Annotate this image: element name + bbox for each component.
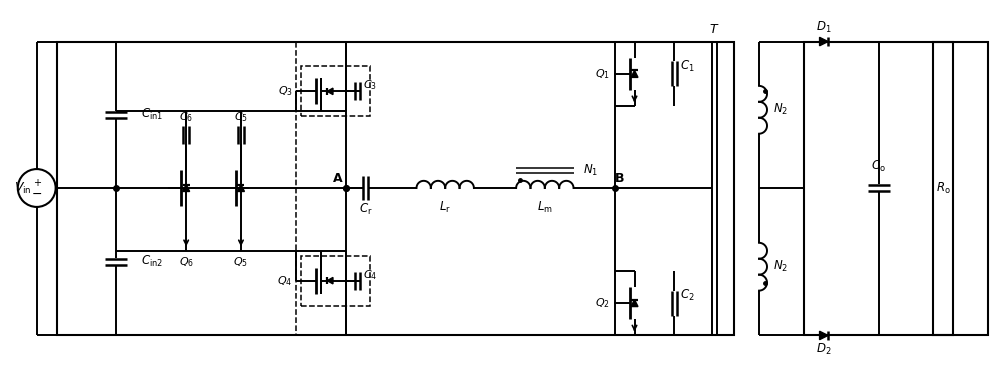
Text: $C_5$: $C_5$ — [234, 110, 248, 124]
Text: $C_{\rm r}$: $C_{\rm r}$ — [359, 202, 372, 217]
Text: $Q_1$: $Q_1$ — [595, 67, 610, 81]
Bar — [301, 67, 370, 116]
Bar — [804, 41, 988, 335]
Text: −: − — [31, 188, 42, 201]
Polygon shape — [327, 277, 333, 284]
Text: $N_2$: $N_2$ — [773, 102, 789, 117]
Text: $R_{\rm o}$: $R_{\rm o}$ — [936, 180, 951, 196]
Text: +: + — [33, 177, 41, 188]
Text: $C_3$: $C_3$ — [363, 79, 377, 92]
Text: $C_{\rm in1}$: $C_{\rm in1}$ — [141, 107, 164, 122]
Text: $T$: $T$ — [709, 23, 719, 36]
Text: $Q_2$: $Q_2$ — [595, 296, 610, 310]
Text: $Q_5$: $Q_5$ — [233, 255, 248, 268]
Text: $C_{\rm in2}$: $C_{\rm in2}$ — [141, 254, 163, 269]
Bar — [57, 41, 734, 335]
Text: $Q_4$: $Q_4$ — [277, 274, 293, 288]
Text: $C_6$: $C_6$ — [179, 110, 193, 124]
Text: $N_1$: $N_1$ — [583, 163, 599, 178]
Polygon shape — [820, 331, 828, 340]
Text: $Q_3$: $Q_3$ — [278, 85, 293, 98]
Polygon shape — [327, 88, 333, 95]
Text: $L_{\rm m}$: $L_{\rm m}$ — [537, 200, 553, 215]
Text: $V_{\rm in}$: $V_{\rm in}$ — [14, 180, 32, 196]
Text: $C_4$: $C_4$ — [363, 268, 378, 282]
Bar — [301, 256, 370, 306]
Text: $C_{\rm o}$: $C_{\rm o}$ — [871, 159, 886, 174]
Polygon shape — [820, 37, 828, 46]
Polygon shape — [237, 185, 244, 191]
Text: B: B — [615, 171, 624, 185]
Polygon shape — [183, 185, 190, 191]
Text: $N_2$: $N_2$ — [773, 259, 789, 274]
Text: $L_{\rm r}$: $L_{\rm r}$ — [439, 200, 451, 215]
Bar — [933, 41, 953, 335]
Text: $D_2$: $D_2$ — [816, 342, 832, 357]
Text: $C_1$: $C_1$ — [680, 58, 695, 73]
Polygon shape — [631, 300, 638, 306]
Text: $Q_6$: $Q_6$ — [179, 255, 194, 268]
Polygon shape — [631, 70, 638, 77]
Text: $D_1$: $D_1$ — [816, 20, 832, 35]
Text: A: A — [333, 171, 342, 185]
Text: $C_2$: $C_2$ — [680, 288, 695, 303]
